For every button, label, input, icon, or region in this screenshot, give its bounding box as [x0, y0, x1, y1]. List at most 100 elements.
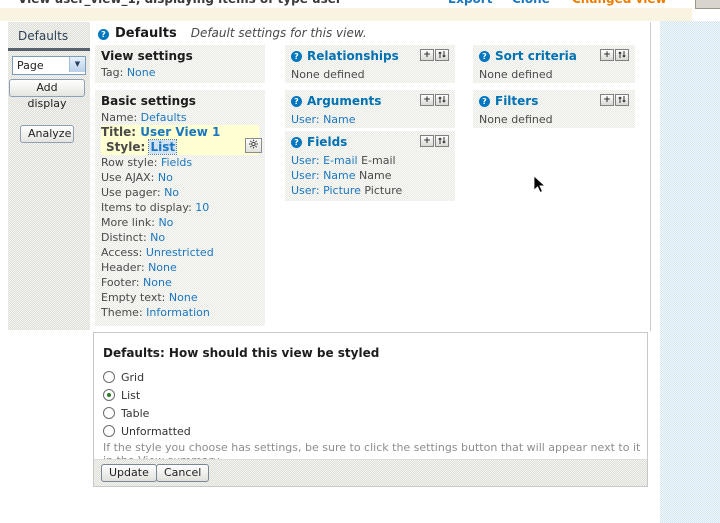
chevron-down-icon[interactable]: ▼ — [69, 57, 85, 72]
rearrange-relationships-button[interactable] — [435, 49, 449, 61]
style-form-title: Defaults: How should this view be styled — [103, 346, 380, 360]
tab-underline — [8, 48, 90, 51]
setting-label: Title: — [101, 125, 137, 139]
display-type-value: Page — [17, 59, 44, 72]
header-value-link[interactable]: None — [148, 261, 177, 274]
setting-label: Footer: — [101, 276, 140, 289]
tab-defaults[interactable]: Defaults — [18, 29, 69, 43]
style-option-grid[interactable]: Grid — [103, 371, 144, 385]
setting-label: Header: — [101, 261, 145, 274]
view-settings-title: View settings — [101, 49, 193, 63]
row-style-value-link[interactable]: Fields — [160, 156, 193, 169]
add-filter-button[interactable]: + — [600, 94, 614, 106]
clone-link[interactable]: Clone — [512, 0, 550, 6]
style-value-link[interactable]: List — [148, 139, 178, 155]
use-ajax-value-link[interactable]: No — [157, 171, 173, 184]
sort-criteria-box: ? Sort criteria + None defined — [473, 45, 635, 83]
radio-table[interactable] — [103, 407, 115, 419]
sort-arrows-icon — [438, 51, 446, 58]
radio-label: Table — [121, 407, 150, 420]
field-item-link[interactable]: User: Picture — [291, 184, 361, 197]
add-relationship-button[interactable]: + — [420, 49, 434, 61]
rearrange-sorts-button[interactable] — [615, 49, 629, 61]
field-item-label: E-mail — [357, 154, 396, 167]
radio-list[interactable] — [103, 389, 115, 401]
divider — [650, 22, 651, 331]
summary-heading: ? Defaults Default settings for this view. — [98, 26, 367, 41]
radio-grid[interactable] — [103, 371, 115, 383]
distinct-value-link[interactable]: No — [150, 231, 166, 244]
style-settings-gear-button[interactable] — [245, 138, 262, 153]
radio-unformatted[interactable] — [103, 425, 115, 437]
radio-label: Grid — [121, 371, 145, 384]
empty-text-value-link[interactable]: None — [168, 291, 198, 304]
help-icon[interactable]: ? — [291, 95, 302, 107]
rearrange-filters-button[interactable] — [615, 94, 629, 106]
relationships-title-link[interactable]: Relationships — [307, 49, 399, 63]
name-value-link[interactable]: Defaults — [140, 111, 187, 124]
rearrange-fields-button[interactable] — [435, 135, 449, 147]
add-argument-button[interactable]: + — [420, 94, 434, 106]
help-icon[interactable]: ? — [98, 28, 109, 40]
update-button[interactable]: Update — [101, 464, 157, 482]
fields-box: ? Fields + User: E-mail E-mail User: Name… — [285, 131, 455, 201]
help-icon[interactable]: ? — [291, 50, 302, 62]
setting-label: Items to display: — [101, 201, 192, 214]
more-link-value-link[interactable]: No — [158, 216, 174, 229]
argument-item-link[interactable]: User: Name — [291, 113, 356, 126]
field-item-link[interactable]: User: Name — [291, 169, 356, 182]
changed-view-link[interactable]: Changed view — [572, 0, 667, 6]
basic-settings-box: Basic settings Name: Defaults Title: Use… — [95, 90, 265, 326]
view-page-title: View user_view_1, displaying items of ty… — [18, 0, 342, 6]
help-icon[interactable]: ? — [291, 136, 302, 148]
view-settings-box: View settings Tag: None — [95, 45, 265, 83]
setting-label: Use pager: — [101, 186, 161, 199]
setting-label: Access: — [101, 246, 143, 259]
sort-criteria-title-link[interactable]: Sort criteria — [495, 49, 577, 63]
mouse-cursor — [533, 175, 546, 193]
sort-criteria-empty-text: None defined — [479, 68, 553, 81]
relationships-box: ? Relationships + None defined — [285, 45, 455, 83]
title-value-link[interactable]: User View 1 — [140, 125, 221, 139]
items-to-display-value-link[interactable]: 10 — [195, 201, 210, 214]
setting-label: Row style: — [101, 156, 158, 169]
style-option-unformatted[interactable]: Unformatted — [103, 425, 191, 439]
style-option-table[interactable]: Table — [103, 407, 149, 421]
field-item-link[interactable]: User: E-mail — [291, 154, 358, 167]
access-value-link[interactable]: Unrestricted — [145, 246, 214, 259]
page-title-row: View user_view_1, displaying items of ty… — [0, 0, 700, 8]
footer-value-link[interactable]: None — [143, 276, 172, 289]
filters-empty-text: None defined — [479, 113, 553, 126]
theme-value-link[interactable]: Information — [146, 306, 210, 319]
cancel-button[interactable]: Cancel — [156, 464, 210, 482]
add-display-button[interactable]: Add display — [9, 79, 85, 110]
analyze-button[interactable]: Analyze — [20, 125, 74, 143]
sort-arrows-icon — [438, 96, 446, 103]
filters-box: ? Filters + None defined — [473, 90, 635, 128]
export-link[interactable]: Export — [448, 0, 492, 6]
filters-title-link[interactable]: Filters — [495, 94, 539, 108]
style-option-list[interactable]: List — [103, 389, 140, 403]
arguments-title-link[interactable]: Arguments — [307, 94, 382, 108]
tag-value-link[interactable]: None — [126, 66, 156, 79]
form-actions-strip: Update Cancel — [94, 459, 647, 486]
sort-arrows-icon — [618, 96, 626, 103]
setting-label: Style: — [106, 140, 146, 154]
setting-label: More link: — [101, 216, 155, 229]
window-chrome-fragment — [695, 0, 720, 9]
rearrange-arguments-button[interactable] — [435, 94, 449, 106]
basic-settings-title: Basic settings — [101, 94, 196, 108]
setting-label: Distinct: — [101, 231, 147, 244]
setting-label: Theme: — [101, 306, 143, 319]
summary-subtitle: Default settings for this view. — [190, 26, 367, 40]
help-icon[interactable]: ? — [479, 95, 490, 107]
help-icon[interactable]: ? — [479, 50, 490, 62]
add-sort-button[interactable]: + — [600, 49, 614, 61]
use-pager-value-link[interactable]: No — [164, 186, 180, 199]
displays-sidebar: Defaults Page ▼ Add display Analyze — [8, 22, 90, 330]
gear-icon — [249, 139, 258, 149]
fields-title-link[interactable]: Fields — [307, 135, 348, 149]
sort-arrows-icon — [618, 51, 626, 58]
display-type-select[interactable]: Page ▼ — [12, 56, 86, 75]
add-field-button[interactable]: + — [420, 135, 434, 147]
